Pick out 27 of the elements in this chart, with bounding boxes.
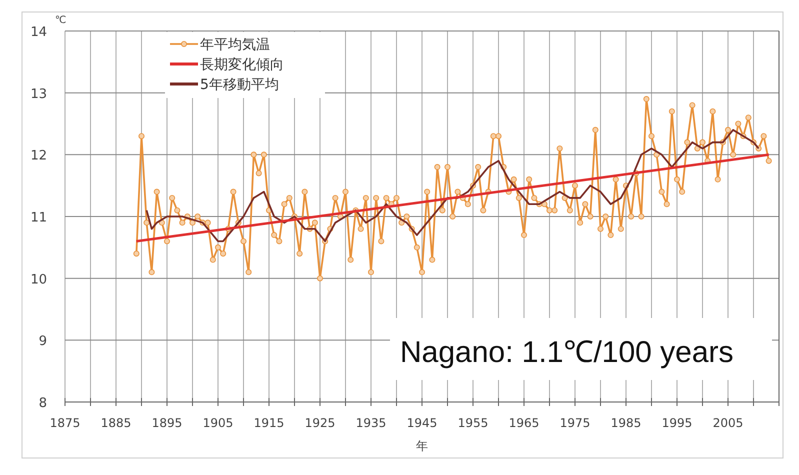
x-tick-label: 1885 <box>100 416 132 430</box>
x-tick-label: 1975 <box>560 416 590 430</box>
y-tick-label: 8 <box>38 396 47 411</box>
x-tick-label: 1995 <box>662 416 692 430</box>
x-tick-label: 1935 <box>356 416 386 430</box>
x-tick-label: 1955 <box>458 416 488 430</box>
x-tick-label: 1965 <box>508 416 540 430</box>
x-tick-label: 1925 <box>304 416 336 430</box>
y-axis-title: ℃ <box>55 15 66 26</box>
y-tick-label: 13 <box>30 86 47 102</box>
annotation: Nagano: 1.1℃/100 years <box>400 336 734 369</box>
x-tick-label: 1895 <box>152 416 182 430</box>
legend-label: 長期変化傾向 <box>200 57 284 73</box>
y-tick-label: 9 <box>38 334 47 350</box>
y-tick-label: 12 <box>30 148 47 164</box>
x-axis-title: 年 <box>416 439 428 453</box>
y-tick-label: 10 <box>30 272 47 288</box>
legend-label: 5年移動平均 <box>200 77 279 93</box>
x-tick-label: 1905 <box>202 416 234 430</box>
x-tick-label: 1945 <box>406 416 438 430</box>
x-tick-label: 1915 <box>254 416 284 430</box>
legend-label: 年平均気温 <box>200 37 270 53</box>
x-tick-label: 2005 <box>712 416 744 430</box>
y-tick-label: 14 <box>30 25 47 40</box>
y-tick-label: 11 <box>30 210 47 226</box>
x-tick-label: 1875 <box>50 416 80 430</box>
x-tick-label: 1985 <box>610 416 642 430</box>
